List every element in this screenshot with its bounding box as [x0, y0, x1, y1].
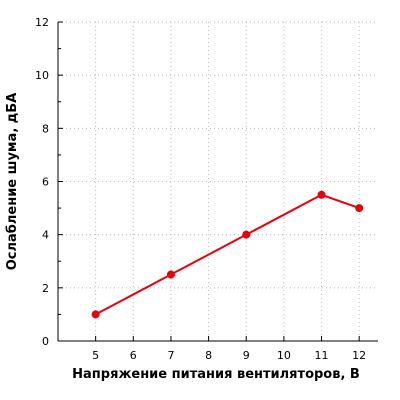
x-tick-label: 10 [277, 349, 291, 362]
x-axis-title: Напряжение питания вентиляторов, В [72, 367, 360, 382]
x-tick-label: 12 [352, 349, 366, 362]
x-tick-label: 8 [205, 349, 212, 362]
data-point [242, 230, 251, 239]
x-tick-label: 9 [243, 349, 250, 362]
x-tick-label: 6 [130, 349, 137, 362]
y-tick-label: 8 [42, 122, 49, 135]
grid [58, 21, 378, 341]
x-tick-label: 5 [92, 349, 99, 362]
series-line [95, 193, 360, 316]
data-point [91, 310, 100, 319]
y-tick-label: 10 [35, 69, 49, 82]
x-tick-label: 7 [167, 349, 174, 362]
y-tick-label: 2 [42, 282, 49, 295]
y-axis-title: Ослабление шума, дБА [5, 93, 20, 271]
data-point [355, 204, 364, 213]
data-point [317, 190, 326, 199]
series [91, 190, 364, 319]
data-point [166, 270, 175, 279]
y-tick-label: 4 [42, 229, 49, 242]
y-tick-label: 0 [42, 335, 49, 348]
ticks: 0 2 4 6 8 10 12 5 6 7 8 9 10 11 12 [35, 16, 366, 362]
y-tick-label: 12 [35, 16, 49, 29]
x-tick-label: 11 [315, 349, 329, 362]
y-tick-label: 6 [42, 176, 49, 189]
